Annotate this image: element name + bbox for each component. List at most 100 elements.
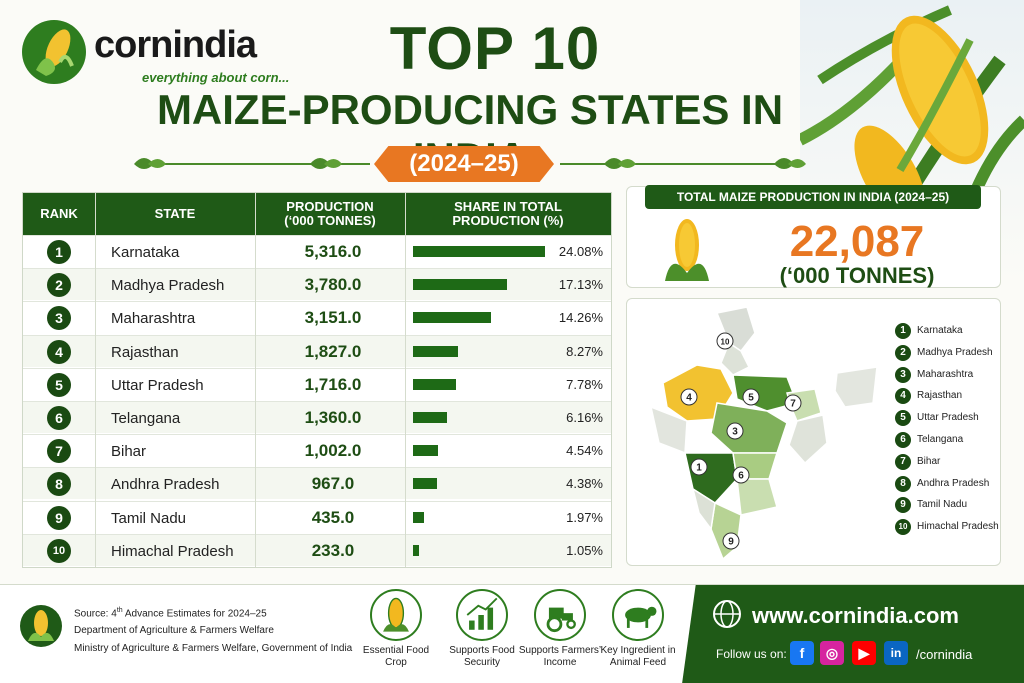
growth-chart-icon xyxy=(456,589,508,641)
state-name: Rajasthan xyxy=(111,343,179,361)
corn-badge-icon xyxy=(20,605,62,647)
share-bar xyxy=(413,544,419,556)
india-map-card: 1 3 4 5 6 7 9 10 1 Karnataka 2 Madhya Pradesh 3 Maha… xyxy=(626,298,1001,566)
share-label: 17.13% xyxy=(558,277,603,293)
divider-left xyxy=(150,163,370,165)
brand-tagline: everything about corn... xyxy=(142,70,290,85)
total-unit: (‘000 TONNES) xyxy=(779,263,935,288)
instagram-icon[interactable]: ◎ xyxy=(820,641,844,665)
rank-badge: 3 xyxy=(47,306,71,331)
source-line-2: Department of Agriculture & Farmers Welf… xyxy=(74,625,274,636)
share-bar xyxy=(413,312,492,324)
map-marker-label: 6 xyxy=(738,471,744,482)
legend-label: Maharashtra xyxy=(917,368,974,380)
total-production-card: TOTAL MAIZE PRODUCTION IN INDIA (2024–25… xyxy=(626,185,1001,288)
state-name: Maharashtra xyxy=(111,310,196,328)
legend-label: Telangana xyxy=(917,434,964,445)
share-bar xyxy=(413,478,437,490)
source-line-1: Source: 4th Advance Estimates for 2024–2… xyxy=(74,607,267,620)
legend-label: Madhya Pradesh xyxy=(917,346,993,358)
share-label: 4.54% xyxy=(566,443,603,459)
header-share: SHARE IN TOTAL PRODUCTION (%) xyxy=(452,199,564,228)
legend-number: 4 xyxy=(895,388,911,405)
legend-label: Uttar Pradesh xyxy=(917,412,979,424)
brand-logo[interactable]: cornindia everything about corn... xyxy=(22,18,302,88)
map-marker-label: 5 xyxy=(748,393,754,404)
map-marker-label: 7 xyxy=(790,399,796,410)
feature-label: Supports Farmers’ Income xyxy=(518,645,602,668)
rank-badge: 5 xyxy=(47,372,71,397)
leaf-icon xyxy=(774,158,806,169)
leaf-icon xyxy=(310,158,342,169)
legend-label: Tamil Nadu xyxy=(917,499,968,511)
state-name: Madhya Pradesh xyxy=(111,277,225,295)
legend-number: 10 xyxy=(895,519,911,536)
table-row: 8 Andhra Pradesh 967.0 4.38% xyxy=(23,467,611,500)
tractor-icon xyxy=(534,589,586,641)
legend-label: Himachal Pradesh xyxy=(917,521,999,533)
share-label: 1.97% xyxy=(566,509,603,525)
state-name: Himachal Pradesh xyxy=(111,542,234,560)
production-value: 1,002.0 xyxy=(304,441,362,461)
map-marker-label: 9 xyxy=(728,537,734,548)
share-label: 7.78% xyxy=(566,376,603,392)
share-bar xyxy=(413,246,545,257)
website-link[interactable]: www.cornindia.com xyxy=(752,603,959,628)
year-badge: (2024–25) xyxy=(374,146,554,182)
table-header: RANK STATE PRODUCTION (‘000 TONNES) SHAR… xyxy=(23,193,611,235)
share-label: 8.27% xyxy=(566,343,603,359)
facebook-icon[interactable]: f xyxy=(790,641,814,665)
table-row: 4 Rajasthan 1,827.0 8.27% xyxy=(23,334,611,367)
share-bar xyxy=(413,412,447,423)
follow-label: Follow us on: xyxy=(716,647,787,661)
social-handle[interactable]: /cornindia xyxy=(916,647,973,662)
state-name: Bihar xyxy=(111,443,147,461)
page-title: TOP 10 xyxy=(389,15,601,82)
legend-label: Bihar xyxy=(917,455,941,467)
legend-number: 3 xyxy=(895,366,911,383)
legend-label: Andhra Pradesh xyxy=(917,477,990,489)
production-value: 967.0 xyxy=(311,474,355,494)
cow-icon xyxy=(612,589,664,641)
table-body: 1 Karnataka 5,316.0 24.08% 2 Madhya Pradesh 3,… xyxy=(23,235,611,567)
production-value: 5,316.0 xyxy=(304,242,362,261)
share-label: 1.05% xyxy=(566,542,603,558)
col-divider xyxy=(255,193,256,567)
state-name: Tamil Nadu xyxy=(111,509,187,527)
map-marker xyxy=(680,388,698,406)
map-marker xyxy=(732,466,750,484)
youtube-icon[interactable]: ▶ xyxy=(852,641,876,665)
rank-badge: 7 xyxy=(47,439,71,464)
total-value: 22,087 xyxy=(789,217,925,266)
share-bar xyxy=(413,511,424,523)
share-label: 4.38% xyxy=(566,476,603,492)
map-marker xyxy=(716,332,734,350)
legend-number: 1 xyxy=(895,323,911,339)
linkedin-icon[interactable]: in xyxy=(884,641,908,665)
map-marker xyxy=(726,422,744,440)
table-row: 3 Maharashtra 3,151.0 14.26% xyxy=(23,301,611,334)
divider-right xyxy=(560,163,780,165)
rank-badge: 6 xyxy=(47,406,71,430)
corn-icon xyxy=(665,219,709,281)
table-row: 9 Tamil Nadu 435.0 1.97% xyxy=(23,500,611,533)
legend-number: 2 xyxy=(895,344,911,361)
map-marker xyxy=(784,394,802,412)
footer: Source: 4th Advance Estimates for 2024–2… xyxy=(0,584,1024,683)
rank-badge: 2 xyxy=(47,273,71,298)
table-row: 2 Madhya Pradesh 3,780.0 17.13% xyxy=(23,268,611,301)
ranking-table: RANK STATE PRODUCTION (‘000 TONNES) SHAR… xyxy=(22,192,612,568)
share-bar xyxy=(413,345,459,357)
production-value: 1,360.0 xyxy=(304,408,362,427)
rank-badge: 4 xyxy=(47,339,71,364)
header-state: STATE xyxy=(154,206,196,221)
leaf-icon xyxy=(604,158,636,169)
map-marker xyxy=(722,532,740,550)
state-name: Andhra Pradesh xyxy=(111,476,220,494)
state-name: Telangana xyxy=(111,410,181,427)
map-marker-label: 4 xyxy=(686,393,692,404)
corn-icon xyxy=(370,589,422,641)
production-value: 3,780.0 xyxy=(304,275,362,295)
share-label: 14.26% xyxy=(558,310,603,326)
